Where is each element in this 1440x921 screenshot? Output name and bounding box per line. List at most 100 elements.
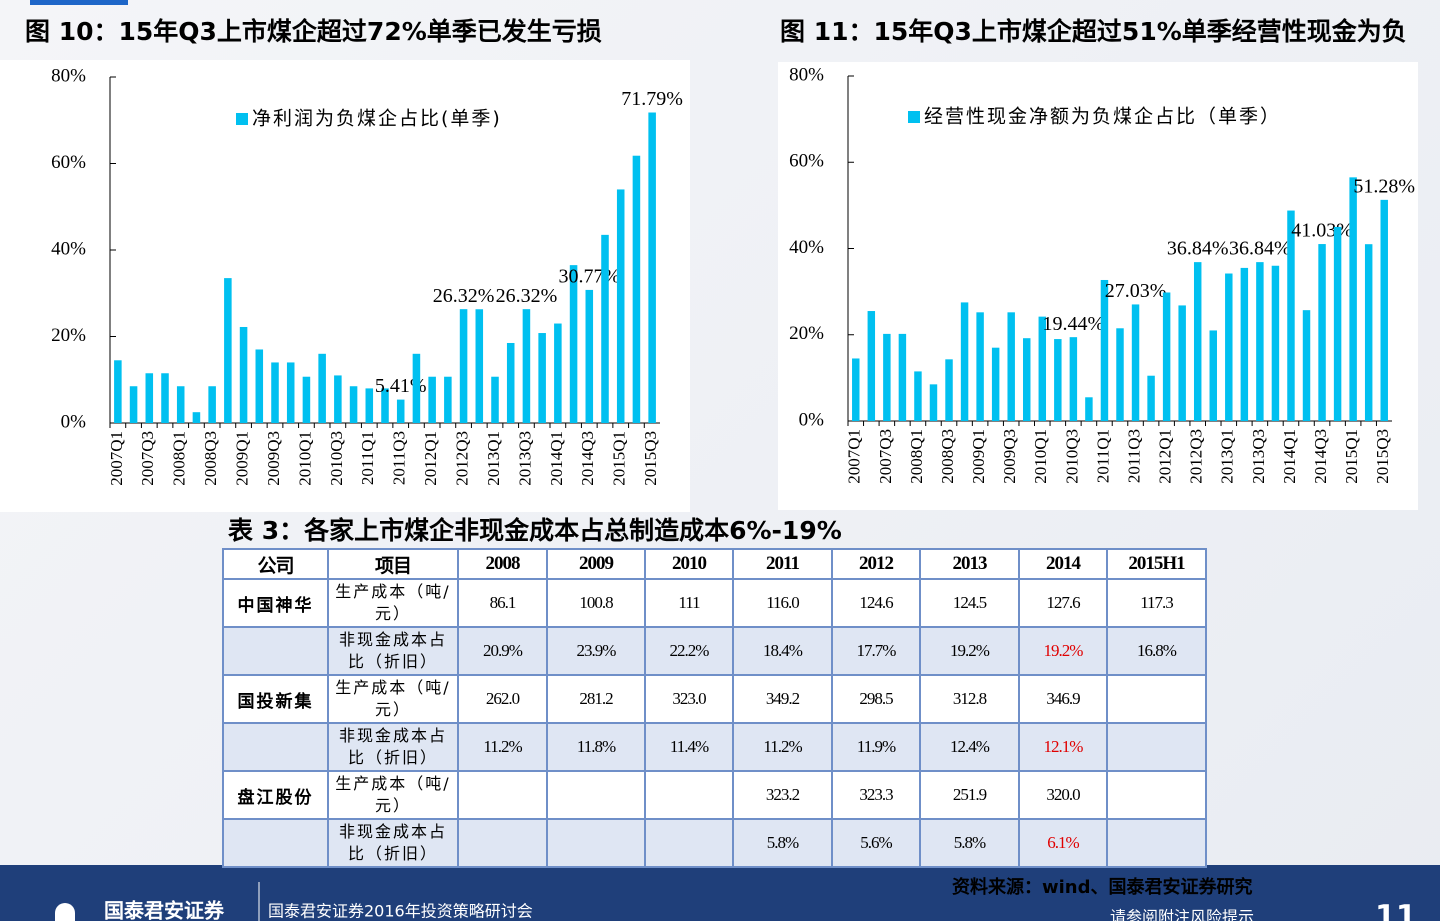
data-label: 36.84% [1229, 238, 1291, 260]
item-cell: 非现金成本占比（折旧） [327, 722, 459, 772]
x-tick-label: 2014Q3 [578, 431, 597, 486]
bar [412, 353, 421, 423]
value-cell: 11.2% [457, 722, 548, 772]
accent [30, 0, 128, 5]
x-tick-label: 2009Q3 [1000, 429, 1019, 484]
data-label: 30.77% [558, 266, 620, 288]
bar [334, 375, 342, 423]
bar [616, 189, 625, 423]
value-cell: 5.6% [831, 818, 921, 868]
bar [459, 309, 468, 423]
value-cell: 6.1% [1018, 818, 1108, 868]
item-cell: 生产成本（吨/元） [327, 770, 459, 820]
bar [867, 311, 876, 421]
legend-swatch [908, 111, 920, 123]
bar [945, 359, 953, 421]
y-tick-label: 80% [51, 65, 86, 86]
value-cell: 86.1 [457, 578, 548, 628]
row: 国投新集 生产成本（吨/元） 262.0 281.2 323.0 349.2 298.5 31… [222, 674, 1207, 724]
value-cell: 5.8% [919, 818, 1020, 868]
x-tick-label: 2010Q1 [1031, 429, 1050, 484]
x-tick-label: 2010Q3 [1062, 429, 1081, 484]
value-cell: 281.2 [546, 674, 646, 724]
x-tick-label: 2009Q3 [264, 431, 283, 486]
bar [286, 362, 295, 423]
bar [208, 386, 216, 423]
bar [114, 360, 122, 423]
item-cell: 生产成本（吨/元） [327, 578, 459, 628]
value-cell: 124.6 [831, 578, 921, 628]
x-tick-label: 2012Q1 [1156, 429, 1175, 484]
value-cell: 100.8 [546, 578, 646, 628]
value-cell: 12.1% [1018, 722, 1108, 772]
footer-band [0, 865, 1440, 921]
bar [1287, 210, 1295, 421]
x-tick-label: 2009Q1 [969, 429, 988, 484]
x-tick-label: 2008Q1 [170, 431, 189, 486]
header-cell: 2010 [644, 548, 734, 580]
company-cell: 中国神华 [222, 578, 329, 628]
x-tick-label: 2012Q3 [1187, 429, 1206, 484]
bar [1271, 265, 1280, 421]
bar [161, 373, 169, 423]
value-cell: 349.2 [732, 674, 833, 724]
x-tick-label: 2014Q3 [1311, 429, 1330, 484]
x-tick-label: 2010Q1 [295, 431, 314, 486]
bar [302, 376, 311, 423]
bar [1069, 337, 1078, 421]
x-tick-label: 2008Q1 [907, 429, 926, 484]
bar [1131, 304, 1140, 421]
value-cell [546, 770, 646, 820]
data-label: 26.32% [496, 285, 558, 307]
y-tick-label: 60% [789, 151, 824, 172]
value-cell: 111 [644, 578, 734, 628]
bar [554, 323, 562, 423]
bar [960, 302, 969, 421]
bar [428, 376, 436, 423]
bar [522, 309, 531, 423]
source: 资料来源：wind、国泰君安证券研究 [952, 876, 1253, 898]
value-cell: 323.2 [732, 770, 833, 820]
value-cell: 116.0 [732, 578, 833, 628]
bar [365, 388, 374, 423]
bar [1364, 244, 1373, 421]
x-tick-label: 2010Q3 [327, 431, 346, 486]
value-cell: 11.9% [831, 722, 921, 772]
row: 盘江股份 生产成本（吨/元） 323.2 323.3 251.9 320.0 [222, 770, 1207, 820]
x-tick-label: 2014Q1 [547, 431, 566, 486]
value-cell: 17.7% [831, 626, 921, 676]
data-label: 41.03% [1291, 220, 1353, 242]
table: 公司 项目 2008 2009 2010 2011 2012 2013 2014 2015H1 中国… [222, 548, 1207, 868]
table-title: 表 3：各家上市煤企非现金成本占总制造成本6%-19% [228, 516, 842, 545]
x-tick-label: 2009Q1 [232, 431, 251, 486]
data-label: 26.32% [433, 285, 495, 307]
x-tick-label: 2014Q1 [1280, 429, 1299, 484]
chart-panel [778, 62, 1418, 510]
x-tick-label: 2013Q1 [484, 431, 503, 486]
value-cell [1106, 674, 1207, 724]
x-tick-label: 2011Q1 [358, 431, 377, 485]
notice: 请参阅附注风险提示 [1110, 908, 1254, 921]
value-cell: 11.8% [546, 722, 646, 772]
bar [1007, 312, 1015, 421]
bar [349, 386, 358, 423]
header-cell: 2013 [919, 548, 1020, 580]
x-tick-label: 2013Q1 [1218, 429, 1237, 484]
value-cell: 251.9 [919, 770, 1020, 820]
bar [1023, 338, 1031, 421]
value-cell: 19.2% [919, 626, 1020, 676]
bar [1162, 292, 1171, 421]
value-cell: 323.0 [644, 674, 734, 724]
x-tick-label: 2015Q3 [1373, 429, 1392, 484]
x-tick-label: 2007Q3 [876, 429, 895, 484]
value-cell: 312.8 [919, 674, 1020, 724]
header-cell: 2015H1 [1106, 548, 1207, 580]
y-tick-label: 20% [51, 325, 86, 346]
x-tick-label: 2008Q3 [938, 429, 957, 484]
value-cell [457, 770, 548, 820]
bar [1380, 199, 1388, 421]
item-cell: 生产成本（吨/元） [327, 674, 459, 724]
header-cell: 公司 [222, 548, 329, 580]
bar [1085, 397, 1093, 421]
